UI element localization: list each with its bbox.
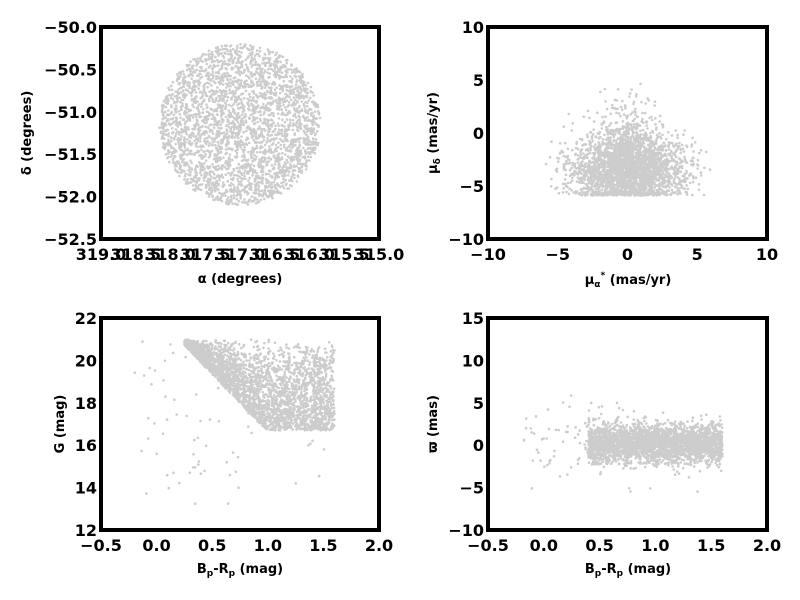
plot-frame	[486, 25, 769, 241]
x-tick-label: 317.5	[180, 245, 231, 264]
data-points	[158, 42, 322, 207]
x-tick-label: 0.5	[198, 536, 226, 555]
panel-colour-magnitude: −0.5 0.0 0.5 1.0 1.5 2.0 12 14 16 18 20 22 Bp-Rp (…	[53, 309, 393, 579]
scatter-points	[133, 338, 336, 505]
x-tick-label: −0.5	[80, 536, 122, 555]
y-tick-label: −52.5	[44, 230, 97, 249]
plot-frame	[99, 25, 381, 241]
x-tick-label: 1.0	[254, 536, 282, 555]
x-tick-label: −0.5	[467, 536, 509, 555]
x-tick-label: 317.0	[215, 245, 266, 264]
y-tick-label: 18	[75, 394, 97, 413]
x-tick-label: −10	[470, 245, 506, 264]
data-points	[133, 338, 336, 505]
y-tick-label: −50.0	[44, 18, 97, 37]
plot-frame	[486, 316, 769, 532]
x-tick-label: 318.0	[145, 245, 196, 264]
y-tick-label: −10	[448, 521, 484, 540]
y-tick-label: 22	[75, 309, 97, 328]
y-tick-label: 0	[473, 436, 484, 455]
x-tick-label: 316.0	[284, 245, 335, 264]
x-tick-label: 1.0	[641, 536, 669, 555]
y-tick-label: −5	[459, 479, 484, 498]
x-tick-label: −5	[545, 245, 570, 264]
y-axis-label: δ (degrees)	[20, 91, 35, 176]
x-tick-label: 5	[692, 245, 703, 264]
y-tick-label: 5	[473, 71, 484, 90]
x-tick-label: 1.5	[309, 536, 337, 555]
data-points	[522, 394, 724, 493]
x-tick-labels: −10 −5 0 5 10	[470, 245, 778, 264]
y-tick-label: 5	[473, 394, 484, 413]
x-tick-label: 315.5	[319, 245, 370, 264]
y-tick-label: −51.5	[44, 145, 97, 164]
y-tick-labels: −52.5 −52.0 −51.5 −51.0 −50.5 −50.0	[44, 18, 97, 249]
y-tick-label: 14	[75, 479, 97, 498]
x-tick-labels: −0.5 0.0 0.5 1.0 1.5 2.0	[80, 536, 393, 555]
y-tick-labels: 12 14 16 18 20 22	[75, 309, 97, 540]
panel-parallax: −0.5 0.0 0.5 1.0 1.5 2.0 −10 −5 0 5 10 15 Bp-Rp (m…	[426, 309, 781, 579]
x-tick-label: 10	[756, 245, 778, 264]
y-axis-label: G (mag)	[53, 395, 68, 454]
x-tick-label: 0.5	[585, 536, 613, 555]
y-tick-label: 15	[462, 309, 484, 328]
scatter-points	[522, 394, 724, 493]
x-tick-label: 319.0	[76, 245, 127, 264]
x-tick-label: 0.0	[530, 536, 558, 555]
x-tick-label: 1.5	[697, 536, 725, 555]
y-tick-label: −51.0	[44, 103, 97, 122]
y-axis-label: ϖ (mas)	[426, 395, 441, 453]
y-tick-label: 20	[75, 351, 97, 370]
y-tick-label: −5	[459, 177, 484, 196]
x-tick-label: 2.0	[753, 536, 781, 555]
y-tick-label: −52.0	[44, 188, 97, 207]
x-axis-label: Bp-Rp (mag)	[197, 562, 283, 579]
x-tick-label: 318.5	[110, 245, 161, 264]
x-tick-label: 315.0	[354, 245, 405, 264]
x-tick-label: 0	[622, 245, 633, 264]
y-axis-label: μδ (mas/yr)	[426, 92, 443, 174]
x-tick-label: 2.0	[365, 536, 393, 555]
x-tick-label: 0.0	[142, 536, 170, 555]
x-axis-label: α (degrees)	[198, 272, 283, 287]
x-tick-labels: −0.5 0.0 0.5 1.0 1.5 2.0	[467, 536, 781, 555]
scatter-points	[158, 42, 322, 207]
y-tick-label: 0	[473, 124, 484, 143]
y-tick-label: 10	[462, 351, 484, 370]
plot-frame	[99, 316, 381, 532]
y-tick-label: −10	[448, 230, 484, 249]
x-axis-label: Bp-Rp (mag)	[585, 562, 671, 579]
panel-sky-position: 319.0318.5318.0317.5317.0316.5316.0315.5…	[20, 18, 404, 287]
y-tick-label: −50.5	[44, 60, 97, 79]
scatter-points	[544, 82, 712, 197]
y-tick-label: 12	[75, 521, 97, 540]
y-tick-labels: −10 −5 0 5 10 15	[448, 309, 484, 540]
y-tick-labels: −10 −5 0 5 10	[448, 18, 484, 249]
data-points	[544, 82, 712, 197]
x-axis-label: μα* (mas/yr)	[585, 271, 672, 290]
x-tick-labels: 319.0318.5318.0317.5317.0316.5316.0315.5…	[76, 245, 405, 264]
y-tick-label: 10	[462, 18, 484, 37]
y-tick-label: 16	[75, 436, 97, 455]
panel-proper-motion: −10 −5 0 5 10 −10 −5 0 5 10 μα* (mas/yr) μδ (mas…	[426, 18, 778, 290]
x-tick-label: 316.5	[249, 245, 300, 264]
